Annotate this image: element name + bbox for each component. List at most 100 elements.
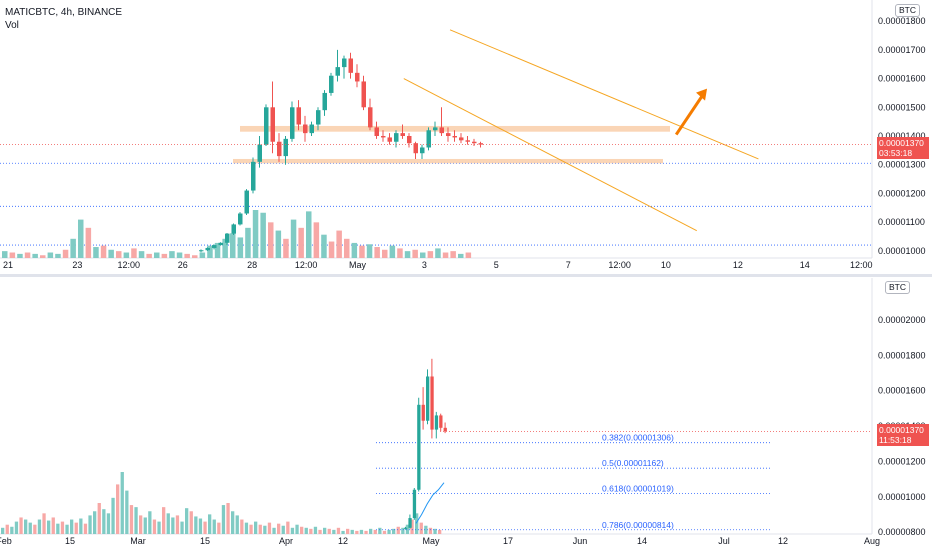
volume-bar (131, 248, 137, 258)
chart-canvas-4h[interactable]: 0.00001800 0.00001700 0.00001600 0.00001500… (0, 0, 932, 273)
volume-bar (203, 521, 207, 534)
chart-canvas-daily[interactable]: 0.000020000.000018000.000016000.00001400… (0, 278, 932, 550)
volume-bar (336, 527, 341, 534)
candle-body (199, 250, 204, 252)
candle-body (472, 141, 477, 144)
volume-bar (9, 252, 16, 258)
resistance-zone (240, 125, 670, 132)
volume-bar (161, 253, 168, 258)
y-tick-label: 0.00000800 (878, 527, 926, 537)
volume-bar (65, 524, 69, 534)
unit-badge-top[interactable]: BTC (895, 4, 920, 17)
x-tick-label: 15 (200, 536, 210, 546)
x-tick-label: 23 (72, 260, 82, 270)
volume-bar (230, 233, 236, 258)
candle-body (368, 107, 373, 128)
candle-body (426, 376, 430, 421)
candle-body (231, 224, 236, 234)
volume-bar (180, 521, 184, 534)
volume-bar (405, 524, 410, 534)
volume-bar (286, 521, 290, 534)
current-price-timer-bottom: 11:53:18 (879, 435, 912, 445)
volume-bar (235, 515, 239, 534)
volume-bar (428, 527, 433, 534)
volume-bar (295, 524, 299, 534)
chart-pane-daily[interactable]: 0.000020000.000018000.000016000.00001400… (0, 278, 932, 550)
x-tick-label: 12 (778, 536, 788, 546)
candle-body (225, 233, 230, 243)
volume-bar (143, 517, 147, 534)
volume-bar (70, 519, 74, 534)
candle-body (342, 58, 347, 68)
volume-bar (93, 247, 99, 258)
volume-bar (123, 252, 130, 258)
candle-body (439, 127, 444, 134)
volume-bar (318, 529, 322, 534)
volume-bar (458, 253, 464, 258)
pane-separator[interactable] (0, 274, 932, 277)
unit-badge-bottom[interactable]: BTC (885, 281, 910, 294)
y-tick-label: 0.00001600 (878, 386, 926, 396)
fib-level-label: 0.786(0.00000814) (602, 520, 674, 530)
volume-bar (176, 252, 183, 258)
legend-volume-label: Vol (5, 20, 19, 31)
y-tick-label: 0.00001600 (878, 74, 926, 84)
y-tick-label: 0.00001200 (878, 456, 926, 466)
volume-bar (355, 530, 359, 534)
candle-body (452, 136, 457, 138)
x-tick-label: Jul (718, 536, 730, 546)
fib-level-label: 0.5(0.00001162) (602, 458, 664, 468)
candle-body (404, 527, 408, 529)
volume-bar (214, 242, 221, 258)
candle-body (465, 140, 470, 142)
volume-bar (146, 253, 152, 258)
moving-average-line (415, 482, 445, 524)
y-tick-label: 0.00001000 (878, 492, 926, 502)
y-tick-label: 0.00002000 (878, 315, 926, 325)
support-zone (233, 158, 663, 164)
volume-bar (198, 518, 203, 534)
volume-bar (427, 251, 434, 258)
volume-bar (277, 523, 281, 534)
volume-bar (120, 472, 124, 534)
volume-bar (328, 241, 335, 258)
volume-bar (32, 253, 38, 258)
volume-bar (260, 212, 266, 258)
volume-bar (465, 252, 472, 258)
volume-bar (212, 519, 216, 534)
y-tick-label: 0.00001000 (878, 246, 926, 256)
volume-bar (226, 503, 230, 534)
candle-body (257, 144, 262, 162)
volume-bar (290, 527, 295, 534)
current-price-tag-bottom: 0.00001370 11:53:18 (877, 424, 929, 446)
chart-pane-4h[interactable]: MATICBTC, 4h, BINANCE Vol 0.00001800 0.00… (0, 0, 932, 273)
candle-body (296, 107, 301, 125)
y-tick-label: 0.00001300 (878, 160, 926, 170)
volume-bar (70, 238, 76, 258)
volume-bar (5, 524, 9, 534)
x-tick-label: 14 (637, 536, 647, 546)
fib-level-label: 0.618(0.00001019) (602, 483, 674, 493)
candle-body (446, 133, 451, 136)
volume-bar (221, 505, 226, 534)
candle-body (421, 404, 425, 421)
volume-bar (106, 513, 111, 534)
x-tick-label: 15 (65, 536, 75, 546)
y-tick-label: 0.00001800 (878, 16, 926, 26)
volume-bar (100, 245, 107, 258)
candle-body (408, 518, 412, 528)
volume-bar (33, 524, 37, 534)
volume-bar (62, 249, 69, 258)
candle-body (361, 81, 366, 108)
x-tick-label: 5 (494, 260, 499, 270)
x-tick-label: Feb (0, 536, 12, 546)
volume-bar (442, 252, 449, 258)
volume-bar (116, 251, 122, 258)
x-tick-label: Aug (864, 536, 880, 546)
volume-bar (378, 527, 382, 534)
volume-bar (300, 526, 304, 534)
candle-body (439, 415, 443, 428)
candle-body (400, 133, 405, 136)
volume-bar (323, 527, 327, 534)
candle-body (251, 161, 256, 191)
